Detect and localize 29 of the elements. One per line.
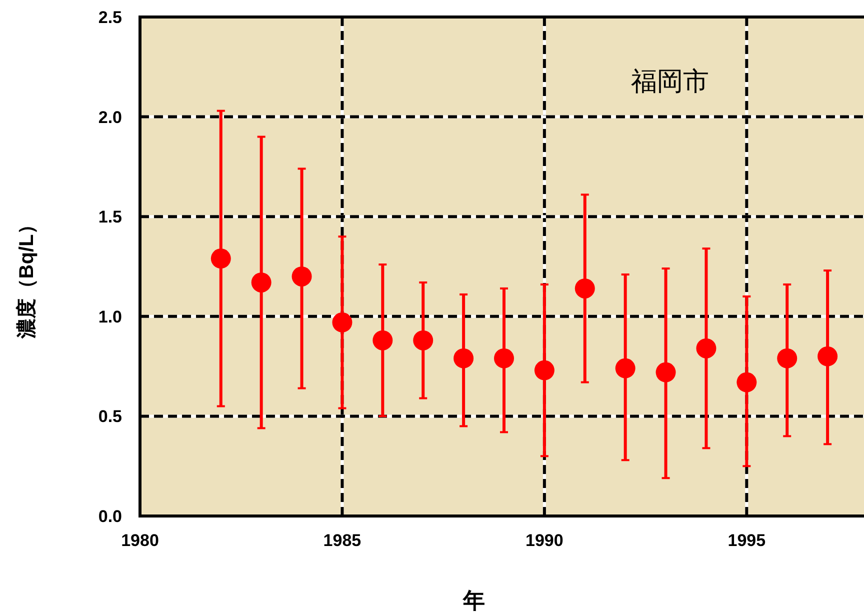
x-axis-title: 年 <box>462 588 485 613</box>
point <box>534 360 554 380</box>
point <box>615 358 636 378</box>
y-tick-label: 1.5 <box>98 208 122 227</box>
point <box>332 312 352 332</box>
point <box>574 278 595 298</box>
y-tick-label: 0.0 <box>98 507 122 526</box>
point <box>736 372 757 392</box>
point <box>656 362 676 382</box>
y-tick-label: 0.5 <box>98 407 122 426</box>
point <box>210 248 231 269</box>
y-tick-label: 1.0 <box>98 307 122 326</box>
point <box>777 348 798 368</box>
point <box>372 330 393 350</box>
annotation: 福岡市 <box>631 66 709 96</box>
point <box>251 272 272 292</box>
x-tick-label: 1995 <box>728 531 766 550</box>
point <box>494 348 514 368</box>
y-axis-title: 濃度（Bq/L） <box>15 214 38 340</box>
point <box>818 346 838 366</box>
y-tick-label: 2.5 <box>98 8 122 27</box>
point <box>413 330 434 350</box>
point <box>292 266 312 286</box>
y-tick-label: 2.0 <box>98 108 122 127</box>
x-tick-label: 1980 <box>121 531 159 550</box>
point <box>696 338 716 358</box>
x-tick-label: 1990 <box>526 531 564 550</box>
x-tick-label: 1985 <box>323 531 362 550</box>
point <box>454 348 474 368</box>
